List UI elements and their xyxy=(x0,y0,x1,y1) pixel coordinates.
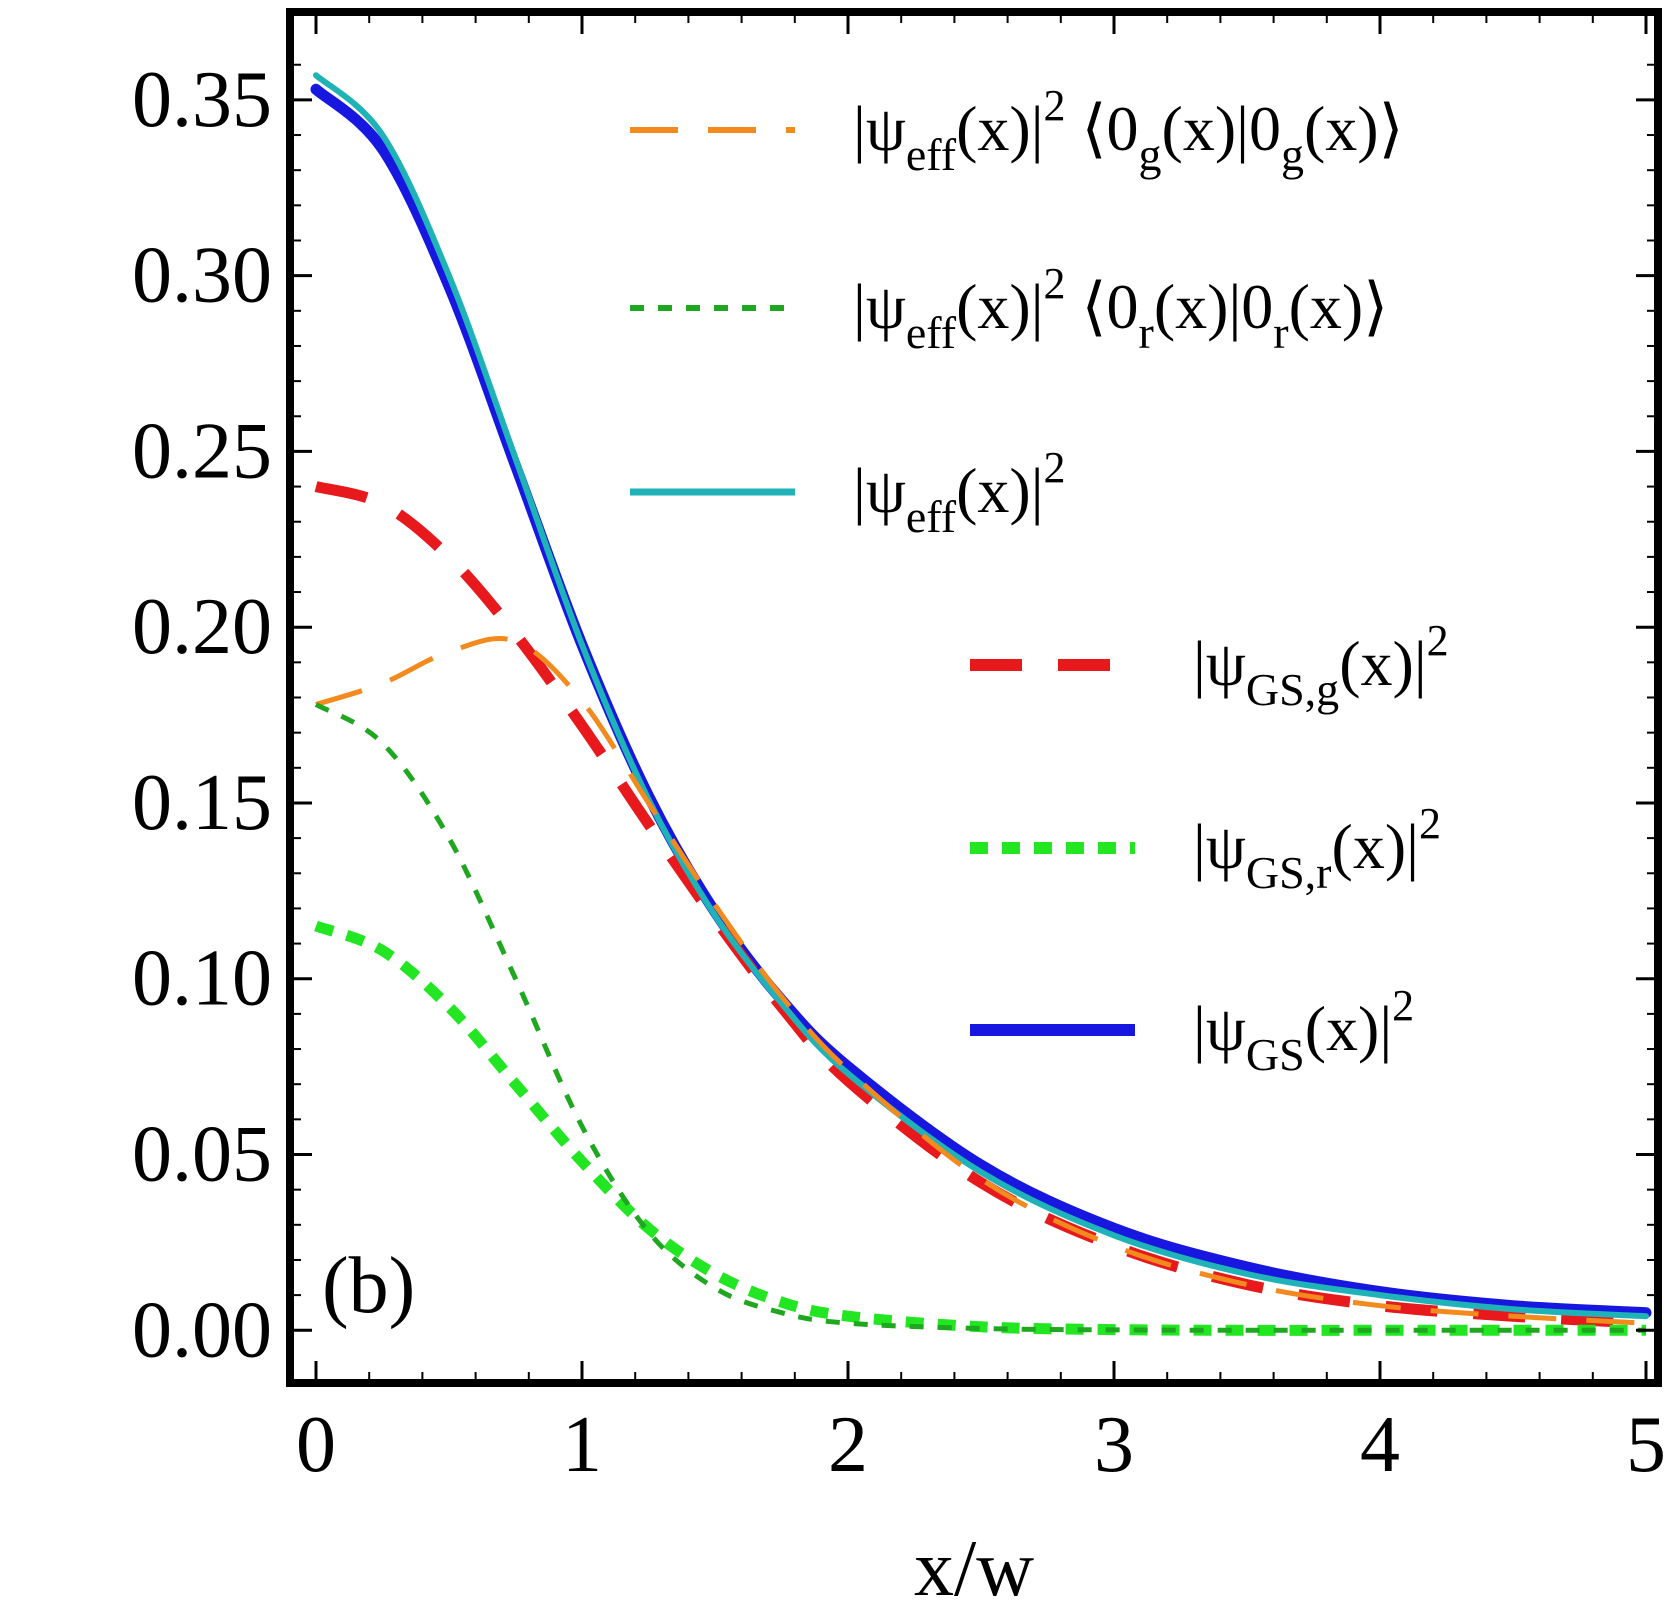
legend-label: |ψGS(x)|2 xyxy=(1193,981,1414,1080)
legend-label-part: (x)| xyxy=(956,271,1043,342)
x-tick-label: 2 xyxy=(828,1401,868,1489)
legend-label-part: g xyxy=(1139,129,1162,180)
legend-label-part: (x)| xyxy=(956,455,1043,526)
legend-label-part: ⟨0 xyxy=(1066,93,1139,164)
legend-label-part: (x)| xyxy=(1332,811,1419,882)
legend-label-part: g xyxy=(1281,129,1304,180)
legend-label-part: |ψ xyxy=(1193,993,1246,1064)
y-tick-label: 0.25 xyxy=(132,407,272,495)
legend-label-part: 2 xyxy=(1044,81,1066,130)
x-axis-label: x/w xyxy=(914,1525,1034,1610)
legend-label-part: |ψ xyxy=(853,271,906,342)
series-layer xyxy=(310,72,1652,1336)
series-line-4 xyxy=(314,920,1646,1336)
legend-label: |ψGS,r(x)|2 xyxy=(1193,799,1441,898)
legend-label-part: eff xyxy=(906,307,957,358)
legend-label-part: GS xyxy=(1246,1029,1305,1080)
x-tick-label: 5 xyxy=(1626,1401,1666,1489)
y-tick-label: 0.35 xyxy=(132,56,272,144)
legend-label-part: (x)| xyxy=(1339,628,1426,699)
legend-label-part: (x)|0 xyxy=(1154,271,1273,342)
legend: |ψeff(x)|2 ⟨0g(x)|0g(x)⟩|ψeff(x)|2 ⟨0r(x… xyxy=(630,81,1449,1080)
legend-label-part: r xyxy=(1273,307,1288,358)
legend-label-part: (x)| xyxy=(956,93,1043,164)
legend-label-part: (x)⟩ xyxy=(1304,93,1404,164)
x-tick-label: 0 xyxy=(296,1401,336,1489)
legend-label: |ψGS,g(x)|2 xyxy=(1193,616,1449,715)
x-tick-label: 1 xyxy=(562,1401,602,1489)
legend-label-part: GS,g xyxy=(1246,664,1339,715)
legend-label: |ψeff(x)|2 ⟨0g(x)|0g(x)⟩ xyxy=(853,81,1404,180)
legend-label-part: eff xyxy=(906,491,957,542)
legend-label: |ψeff(x)|2 ⟨0r(x)|0r(x)⟩ xyxy=(853,259,1388,358)
x-tick-label: 4 xyxy=(1360,1401,1400,1489)
y-tick-label: 0.30 xyxy=(132,232,272,320)
legend-label-part: r xyxy=(1139,307,1154,358)
legend-label-part: |ψ xyxy=(1193,628,1246,699)
legend-label-part: |ψ xyxy=(853,93,906,164)
legend-label-part: |ψ xyxy=(853,455,906,526)
x-tick-label: 3 xyxy=(1094,1401,1134,1489)
legend-label-part: eff xyxy=(906,129,957,180)
legend-label-part: 2 xyxy=(1427,616,1449,665)
legend-label-part: 2 xyxy=(1044,443,1066,492)
y-tick-label: 0.00 xyxy=(132,1286,272,1374)
legend-label-part: |ψ xyxy=(1193,811,1246,882)
legend-label-part: GS,r xyxy=(1246,847,1332,898)
y-tick-label: 0.10 xyxy=(132,935,272,1023)
y-tick-label: 0.05 xyxy=(132,1111,272,1199)
series-line-1 xyxy=(314,702,1646,1333)
series-line-3 xyxy=(314,481,1647,1329)
series-line-2 xyxy=(313,72,1649,1320)
legend-label-part: 2 xyxy=(1419,799,1441,848)
legend-label-part: 2 xyxy=(1392,981,1414,1030)
legend-label-part: 2 xyxy=(1044,259,1066,308)
legend-label-part: (x)⟩ xyxy=(1289,271,1389,342)
legend-label-part: ⟨0 xyxy=(1066,271,1139,342)
legend-label-part: (x)| xyxy=(1305,993,1392,1064)
axis-layer: 0.00 0.05 0.10 0.15 0.20 0.25 0.30 0.35 0 1 2 3 4 5 xyxy=(132,8,1666,1489)
y-tick-label: 0.20 xyxy=(132,583,272,671)
legend-label: |ψeff(x)|2 xyxy=(853,443,1066,542)
legend-label-part: (x)|0 xyxy=(1162,93,1281,164)
panel-label: (b) xyxy=(322,1242,415,1330)
series-line-0 xyxy=(315,636,1647,1326)
y-tick-label: 0.15 xyxy=(132,759,272,847)
